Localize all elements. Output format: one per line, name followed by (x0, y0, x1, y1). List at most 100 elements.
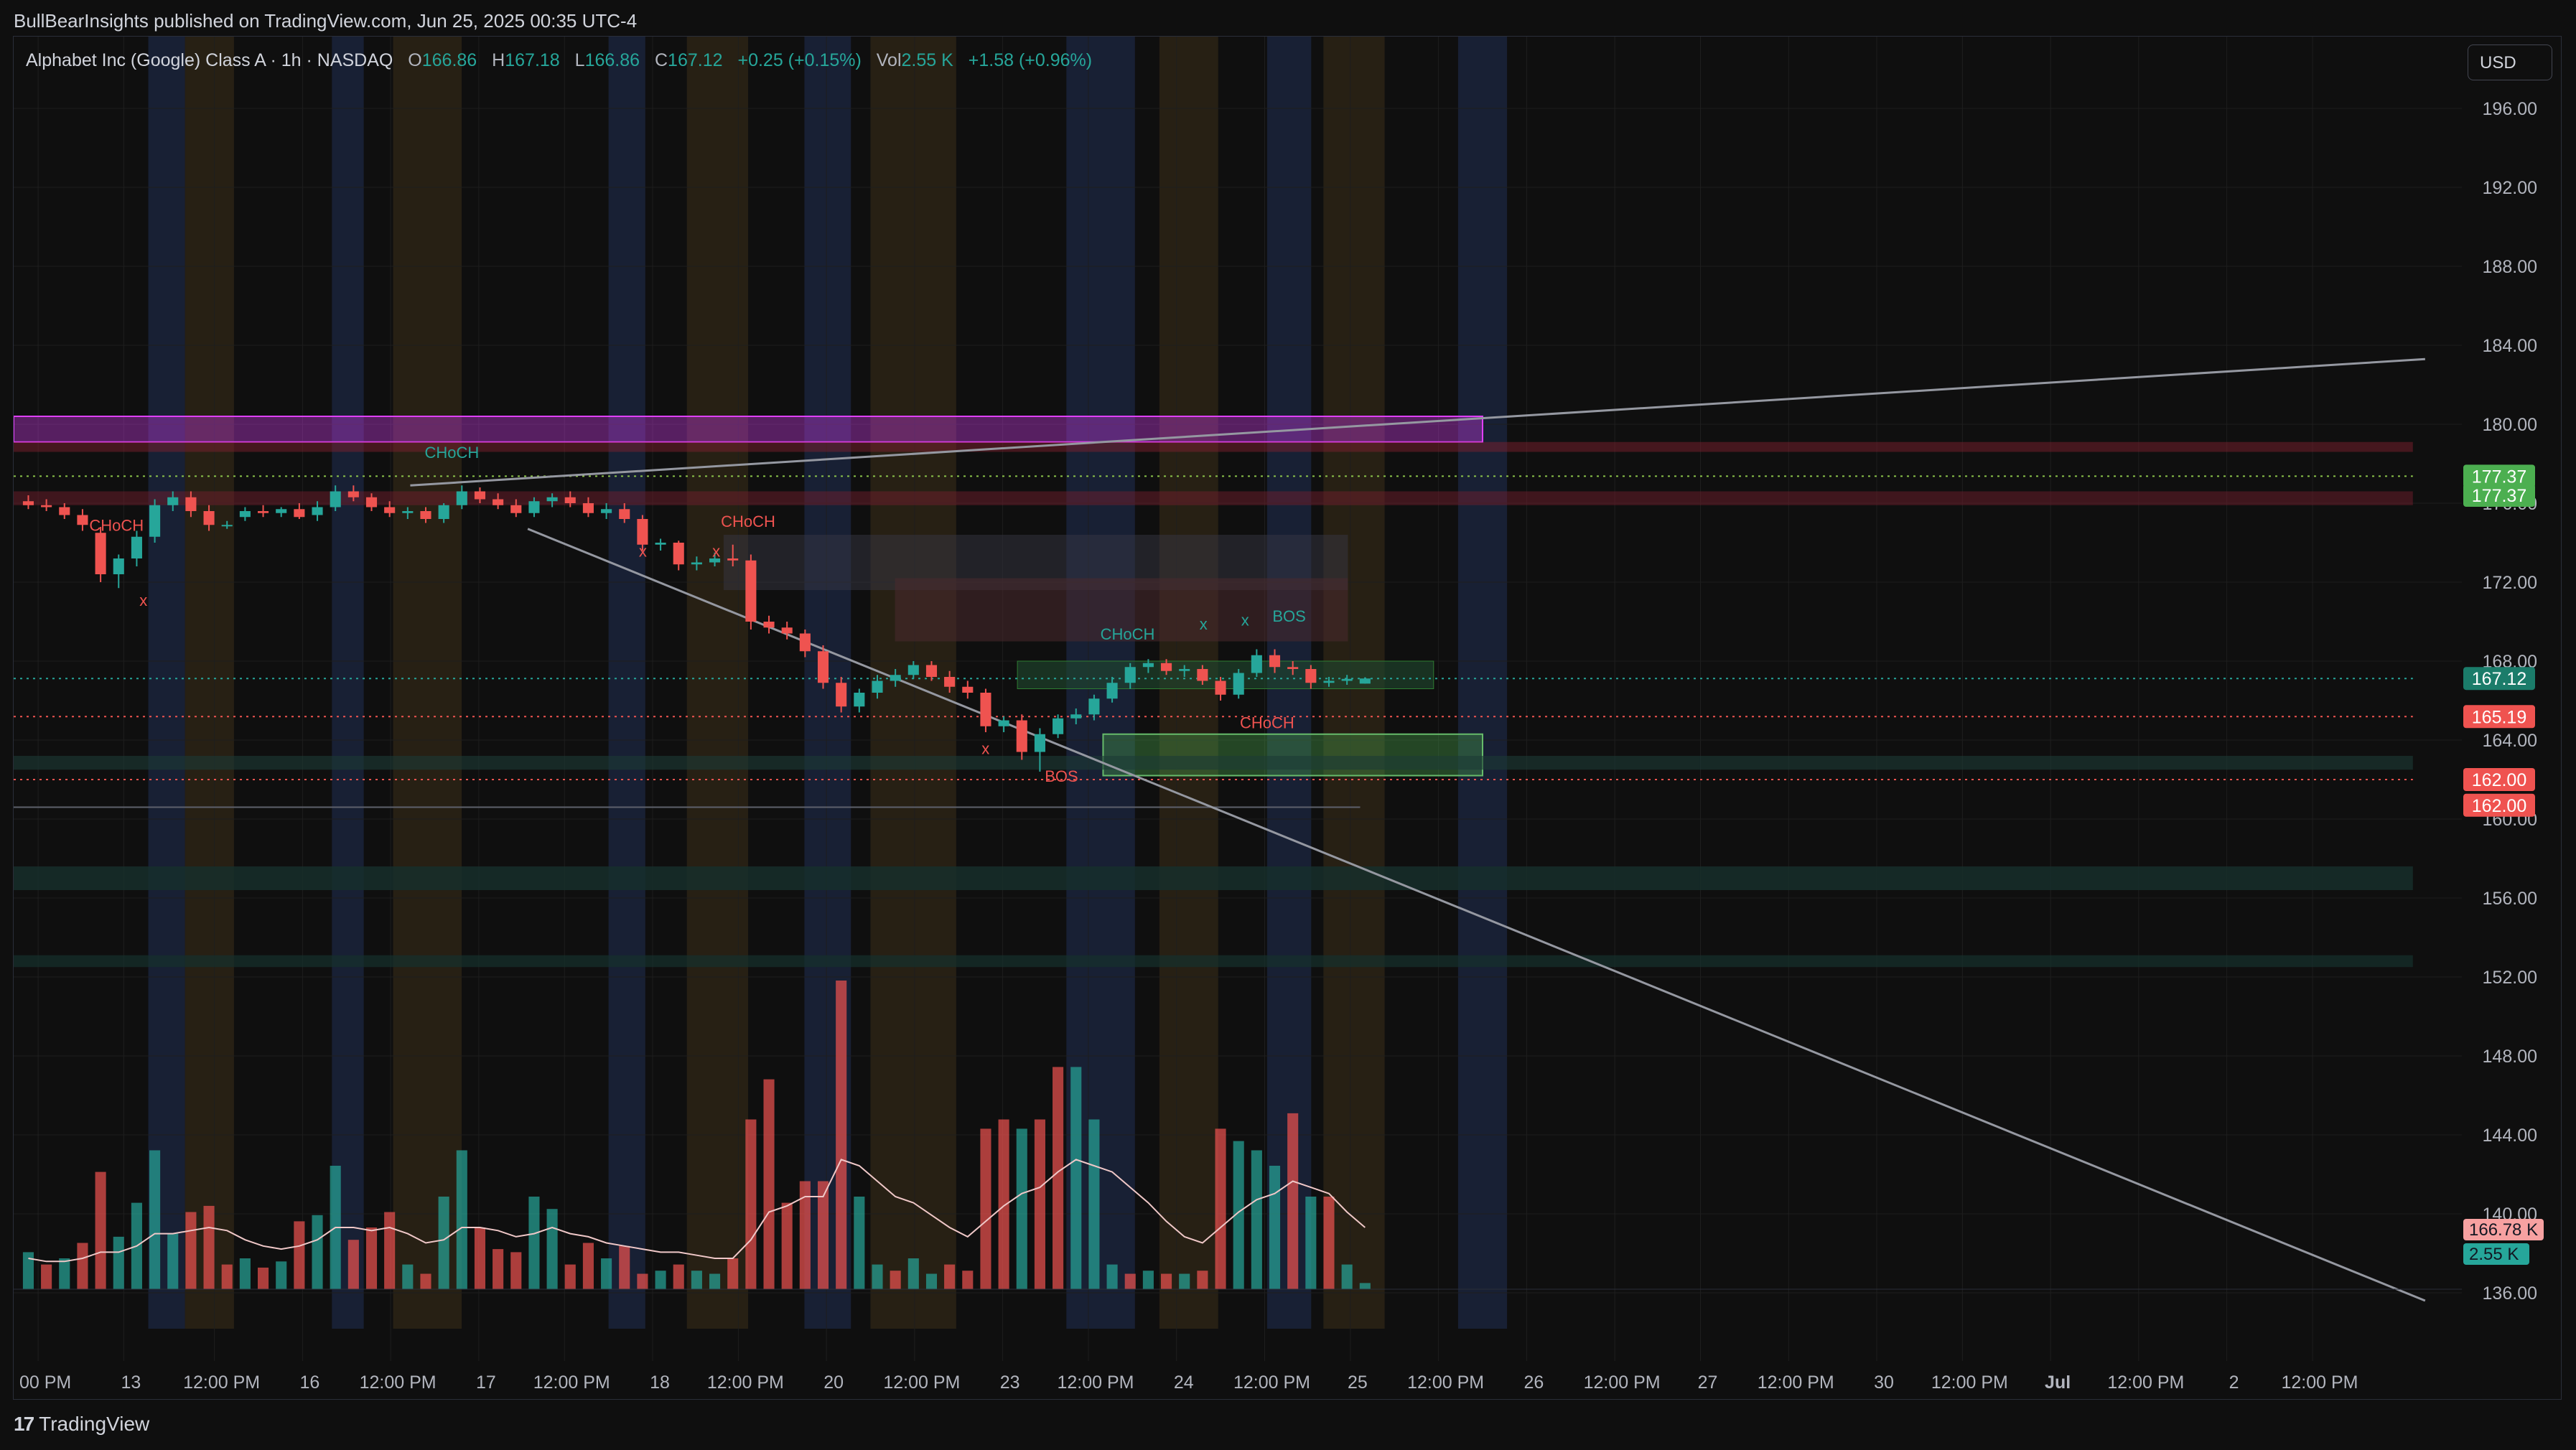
x-tick-label: Jul (2045, 1372, 2071, 1393)
volume-bar (799, 1181, 811, 1289)
candle (1269, 655, 1281, 668)
x-tick-label: 00 PM (19, 1372, 71, 1393)
candle (564, 497, 576, 503)
x-tick-label: 2 (2229, 1372, 2239, 1393)
symbol-name[interactable]: Alphabet Inc (Google) Class A · 1h · NAS… (26, 50, 393, 70)
y-tick-label: 148.00 (2483, 1047, 2537, 1067)
demand-zone-ext (14, 955, 2413, 968)
candle (890, 675, 901, 681)
x-tick-label: 12:00 PM (1407, 1372, 1484, 1393)
candle (1053, 718, 1064, 734)
volume-bar (944, 1264, 956, 1289)
volume-bar (493, 1249, 504, 1289)
open-value: 166.86 (421, 50, 477, 70)
candle (95, 533, 106, 574)
candle (312, 507, 323, 515)
time-axis[interactable]: 00 PM 13 12:00 PM 16 12:00 PM 17 12:00 PM 18 12:… (19, 1372, 2358, 1393)
annotation-label: x (981, 739, 989, 757)
candle (1287, 667, 1299, 669)
candle (925, 665, 938, 677)
candle (77, 515, 88, 525)
volume-bar (276, 1261, 287, 1289)
candle (438, 505, 449, 519)
volume-bar (1269, 1166, 1281, 1289)
candle (836, 683, 847, 707)
candle (185, 497, 197, 511)
price-label-box (2463, 705, 2535, 729)
candle (294, 509, 305, 518)
annotation-label: x (139, 591, 147, 609)
session-band (870, 37, 956, 1329)
price-label-box (2463, 667, 2535, 691)
volume-bar (167, 1233, 179, 1289)
currency-button[interactable]: USD (2468, 45, 2552, 80)
x-tick-label: 12:00 PM (2107, 1372, 2184, 1393)
candle (221, 525, 233, 527)
price-axis[interactable]: 136.00140.00144.00148.00152.00156.00160.… (2483, 20, 2537, 1304)
volume-label-box (2463, 1243, 2529, 1265)
rising-trendline (410, 357, 2425, 487)
annotation-label: BOS (1272, 607, 1305, 625)
candle (330, 491, 341, 508)
candle (347, 491, 359, 497)
volume-bar (925, 1273, 938, 1289)
y-tick-label: 164.00 (2483, 731, 2537, 751)
low-label: L (574, 50, 585, 70)
candle (510, 505, 522, 513)
chart-frame[interactable]: CHoCH x CHoCH x x CHoCH CHoCH x x BOS x BOS CHoCH 13… (13, 20, 2562, 1400)
volume-bar (962, 1271, 974, 1289)
volume-bar (673, 1264, 684, 1289)
x-tick-label: 30 (1874, 1372, 1894, 1393)
candle (601, 509, 612, 513)
volume-bar (294, 1221, 305, 1289)
demand-zone-ext (14, 866, 2413, 890)
volume-label: 2.55 K (2469, 1245, 2519, 1264)
candle (420, 511, 431, 519)
volume-bar (854, 1197, 865, 1289)
order-block-zones (13, 416, 2413, 968)
volume-bar (582, 1243, 594, 1289)
publisher-line: BullBearInsights published on TradingVie… (14, 10, 638, 32)
open-label: O (408, 50, 422, 70)
volume-bar (402, 1264, 414, 1289)
candle (727, 558, 739, 561)
candle (384, 507, 396, 513)
demand-zone-ext (14, 756, 2413, 770)
annotation-label: x (1200, 615, 1208, 633)
volume-bar (1053, 1067, 1064, 1289)
session-band (393, 37, 462, 1329)
brand-name: TradingView (39, 1413, 150, 1435)
volume-bar (1305, 1197, 1317, 1289)
candle (1161, 663, 1172, 671)
x-tick-label: 12:00 PM (1233, 1372, 1310, 1393)
candle (1034, 734, 1045, 752)
annotation-label: CHoCH (721, 513, 775, 530)
volume-bar (239, 1258, 251, 1289)
symbol-legend[interactable]: Alphabet Inc (Google) Class A · 1h · NAS… (26, 50, 1092, 71)
candle (149, 505, 161, 537)
price-label: 177.37 (2472, 486, 2526, 506)
candle (980, 693, 991, 726)
volume-bar (77, 1243, 88, 1289)
price-label: 167.12 (2472, 669, 2526, 689)
x-tick-label: 12:00 PM (1057, 1372, 1134, 1393)
candle (365, 497, 378, 508)
candle (1305, 669, 1317, 683)
candle (817, 651, 829, 683)
candle (709, 558, 721, 563)
x-tick-label: 17 (476, 1372, 496, 1393)
candle (1016, 720, 1027, 752)
candle (1341, 678, 1353, 681)
volume-bar (312, 1215, 323, 1289)
candle (1088, 698, 1100, 715)
annotation-label: CHoCH (424, 444, 479, 462)
volume-bar (709, 1273, 721, 1289)
x-tick-label: 20 (823, 1372, 844, 1393)
candle (619, 509, 630, 519)
candle (203, 511, 215, 525)
price-label: 165.19 (2472, 707, 2526, 727)
order-block (895, 578, 1348, 642)
